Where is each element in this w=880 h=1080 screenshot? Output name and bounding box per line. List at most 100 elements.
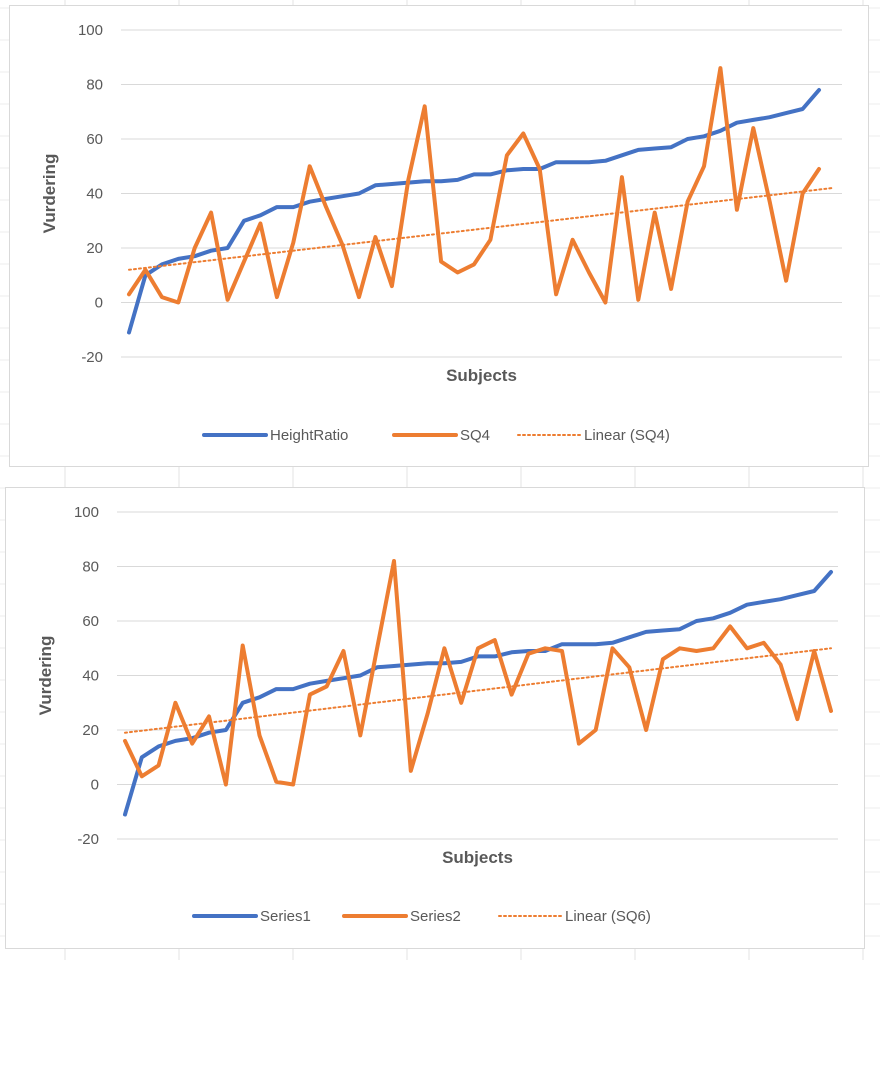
data-point (258, 734, 261, 737)
chart-1[interactable]: 100 80 60 40 20 0 -20 Vurdering Subjects HeightRa… (9, 5, 869, 467)
data-point (241, 644, 244, 647)
data-point (225, 783, 227, 786)
data-point (210, 211, 212, 214)
data-point (342, 650, 345, 652)
data-point (670, 146, 672, 148)
data-point (670, 288, 672, 290)
y-tick-label: 20 (86, 240, 103, 257)
data-point (243, 260, 245, 263)
data-point (637, 299, 640, 301)
data-point (801, 192, 804, 195)
legend-item[interactable]: Series1 (192, 908, 311, 925)
data-point (813, 590, 815, 592)
data-point (376, 666, 378, 669)
x-axis-title: Subjects (442, 848, 513, 867)
data-point (393, 665, 395, 667)
legend-item[interactable]: HeightRatio (202, 427, 348, 444)
data-point (653, 147, 656, 150)
data-point (374, 236, 377, 238)
data-point (423, 105, 426, 108)
linear-trendline (128, 187, 833, 271)
data-point (208, 715, 210, 718)
data-point (719, 67, 722, 69)
data-point (177, 258, 180, 260)
data-point (588, 271, 590, 274)
data-point (544, 650, 546, 652)
legend-item[interactable]: Linear (SQ6) (498, 908, 651, 925)
data-point (456, 179, 459, 181)
legend-item[interactable]: SQ4 (392, 427, 490, 444)
data-point (830, 571, 832, 573)
data-point (712, 647, 715, 650)
data-point (818, 168, 820, 170)
data-point (729, 625, 731, 628)
data-point (695, 650, 698, 652)
legend-label: SQ4 (460, 427, 490, 444)
data-point (686, 138, 689, 140)
data-point (628, 636, 631, 639)
data-point (374, 184, 377, 187)
data-point (208, 731, 210, 734)
data-point (460, 661, 463, 663)
data-point (292, 206, 295, 208)
data-point (359, 674, 362, 677)
data-point (678, 647, 681, 650)
data-point (473, 263, 475, 266)
legend-label: Linear (SQ4) (584, 427, 670, 444)
data-point (736, 121, 738, 124)
data-point (292, 241, 295, 244)
data-point (494, 655, 496, 658)
data-point (276, 296, 278, 298)
data-point (443, 647, 446, 650)
data-point (779, 598, 782, 600)
data-point (275, 781, 278, 783)
data-point (662, 658, 664, 660)
data-point (174, 740, 177, 742)
data-point (578, 643, 580, 645)
data-point (637, 149, 640, 151)
data-point (527, 650, 530, 652)
chart-2-plot: 100 80 60 40 20 0 -20 Vurdering Subjects Series1 S… (36, 504, 838, 925)
data-point (538, 168, 541, 170)
series-line-series1 (123, 570, 833, 817)
data-point (358, 296, 360, 298)
y-tick-label: -20 (77, 831, 99, 848)
data-point (157, 745, 160, 748)
data-point (325, 685, 328, 688)
y-tick-label: 60 (82, 613, 99, 630)
data-point (703, 165, 705, 168)
y-tick-label: 60 (86, 131, 103, 148)
data-point (489, 239, 492, 241)
data-point (292, 783, 294, 786)
data-point (604, 160, 607, 162)
data-point (628, 666, 631, 669)
data-point (818, 89, 820, 91)
legend-item[interactable]: Series2 (342, 908, 461, 925)
data-point (729, 612, 731, 614)
data-point (393, 560, 395, 562)
y-tick-label: 100 (78, 22, 103, 39)
y-axis-title: Vurdering (40, 154, 59, 234)
data-point (561, 643, 563, 645)
data-point (124, 740, 126, 742)
data-point (801, 108, 804, 110)
data-point (407, 179, 410, 181)
data-point (555, 293, 557, 296)
chart-1-plot: 100 80 60 40 20 0 -20 Vurdering Subjects HeightRa… (40, 22, 842, 444)
linear-trendline (124, 647, 832, 734)
data-point (695, 620, 698, 622)
legend-item[interactable]: Linear (SQ4) (517, 427, 670, 444)
data-point (161, 263, 163, 266)
data-point (128, 293, 130, 296)
chart-2[interactable]: 100 80 60 40 20 0 -20 Vurdering Subjects Series1 S… (5, 487, 865, 949)
data-point (410, 770, 412, 772)
data-point (243, 220, 245, 222)
legend-label: Series2 (410, 908, 461, 925)
data-point (494, 639, 496, 641)
data-point (124, 813, 126, 816)
data-point (510, 693, 513, 696)
data-point (157, 764, 160, 767)
data-point (785, 279, 787, 282)
data-point (506, 169, 508, 172)
data-point (768, 200, 771, 203)
